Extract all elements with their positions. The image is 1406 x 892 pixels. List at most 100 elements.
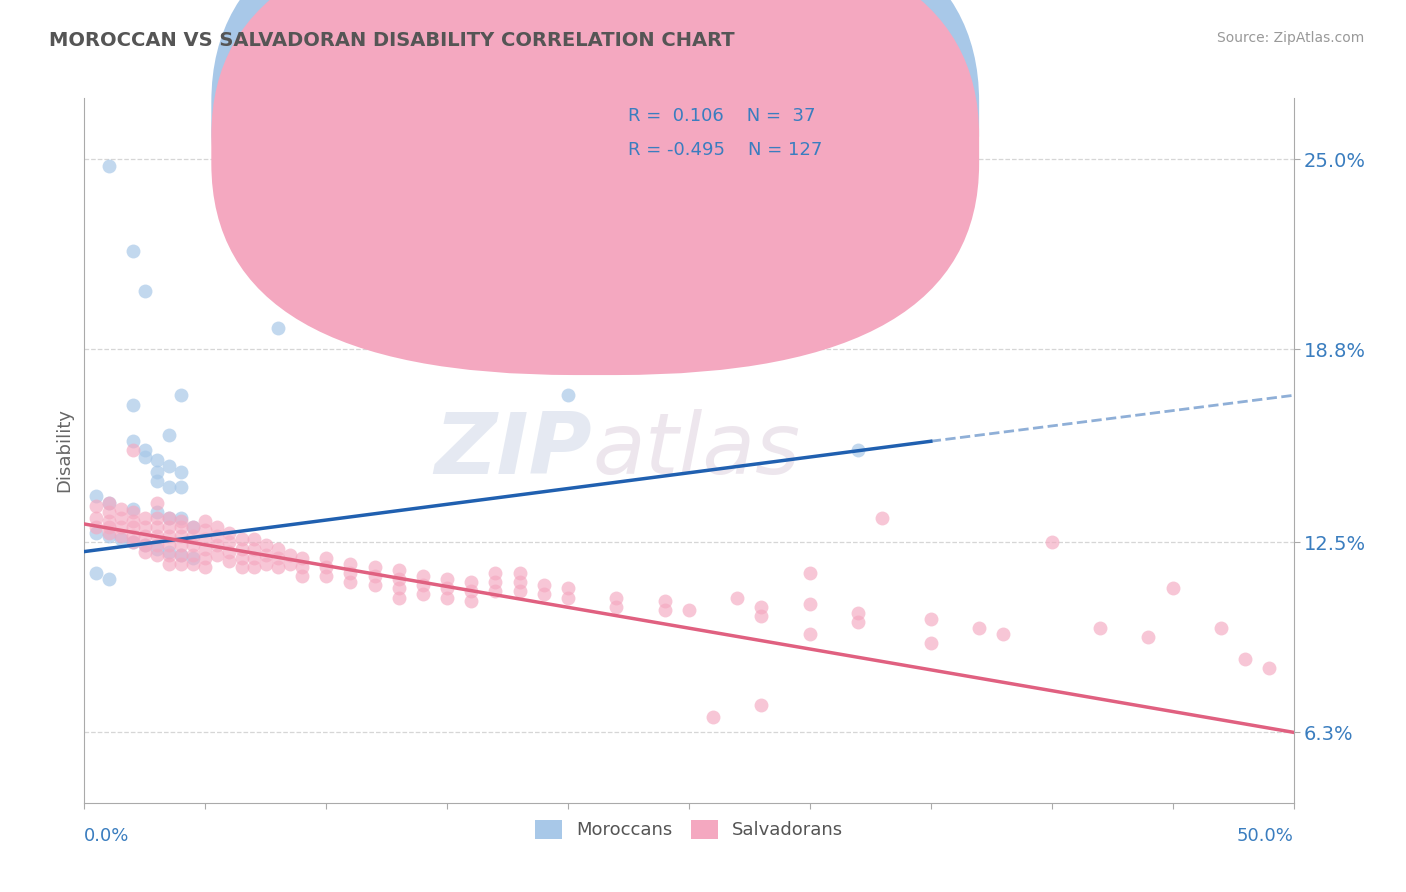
Point [533,578,555,592]
Point [315,550,337,565]
Text: MOROCCAN VS SALVADORAN DISABILITY CORRELATION CHART: MOROCCAN VS SALVADORAN DISABILITY CORREL… [49,31,735,50]
Point [146,538,169,552]
FancyBboxPatch shape [211,0,979,342]
Point [993,627,1015,641]
Point [97,159,120,173]
Point [291,560,314,574]
Point [170,388,193,402]
Point [218,544,240,558]
Y-axis label: Disability: Disability [55,409,73,492]
Point [170,514,193,528]
Text: 50.0%: 50.0% [1237,827,1294,846]
Point [339,575,361,590]
Point [363,569,385,583]
Point [194,541,217,556]
Point [920,612,942,626]
Point [121,505,143,519]
Point [678,603,700,617]
Point [388,591,411,605]
Point [412,578,434,592]
Point [157,520,180,534]
Point [207,520,229,534]
Point [97,520,120,534]
Point [181,557,204,571]
Point [121,514,143,528]
Point [97,495,120,509]
Point [157,480,180,494]
Point [170,529,193,543]
Point [170,511,193,525]
Point [146,541,169,556]
Point [121,520,143,534]
Point [799,627,821,641]
Point [484,584,506,599]
Point [134,284,156,298]
Point [231,550,253,565]
Point [134,529,156,543]
Point [339,566,361,580]
Point [207,529,229,543]
Point [121,529,143,543]
Point [146,511,169,525]
Point [1088,621,1111,635]
Point [799,566,821,580]
Point [436,582,458,596]
Point [872,511,894,525]
Point [509,584,531,599]
Point [157,428,180,442]
Point [1161,582,1184,596]
Point [436,572,458,586]
Point [121,434,143,449]
FancyBboxPatch shape [211,0,979,375]
Point [1137,631,1160,645]
Point [194,533,217,547]
Point [170,548,193,562]
Point [509,566,531,580]
Point [484,566,506,580]
Point [339,557,361,571]
Point [412,587,434,601]
Point [134,538,156,552]
Point [97,526,120,541]
Point [110,533,132,547]
Point [254,557,277,571]
Point [605,591,627,605]
Point [181,548,204,562]
Point [146,495,169,509]
Point [170,557,193,571]
Point [920,636,942,650]
Point [110,529,132,543]
Point [146,474,169,488]
Point [134,443,156,458]
Point [194,514,217,528]
Point [412,569,434,583]
Point [242,560,264,574]
Point [846,615,869,629]
Point [315,569,337,583]
Point [97,514,120,528]
Point [1040,535,1063,549]
Point [157,511,180,525]
Point [146,465,169,479]
Point [702,710,724,724]
Point [157,511,180,525]
Text: 0.0%: 0.0% [84,827,129,846]
Point [460,593,482,607]
Point [1258,661,1281,675]
Point [267,550,290,565]
Point [121,244,143,259]
Point [460,575,482,590]
Point [121,535,143,549]
Point [557,388,579,402]
Point [254,548,277,562]
Point [725,591,748,605]
Point [181,550,204,565]
Point [146,452,169,467]
Point [291,569,314,583]
Legend: Moroccans, Salvadorans: Moroccans, Salvadorans [527,813,851,847]
Point [231,541,253,556]
Point [86,499,108,513]
Point [291,550,314,565]
Point [231,533,253,547]
Point [86,511,108,525]
